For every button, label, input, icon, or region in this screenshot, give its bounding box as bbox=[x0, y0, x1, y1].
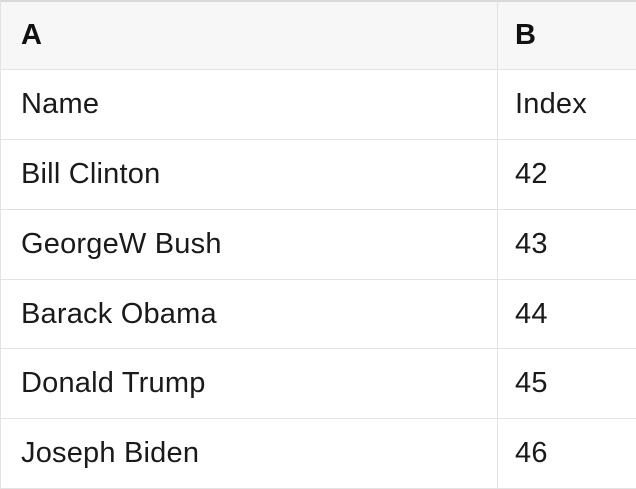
cell-name-georgew-bush[interactable]: GeorgeW Bush bbox=[1, 209, 498, 279]
table-row: Donald Trump 45 bbox=[1, 349, 636, 420]
table-row: Name Index bbox=[1, 69, 636, 140]
column-header-a[interactable]: A bbox=[1, 2, 498, 69]
cell-index-44[interactable]: 44 bbox=[515, 297, 548, 330]
table-row: GeorgeW Bush 43 bbox=[1, 209, 636, 280]
table-row: Joseph Biden 46 bbox=[1, 419, 636, 489]
cell-name-barack-obama[interactable]: Barack Obama bbox=[1, 279, 498, 349]
cell-index-45[interactable]: 45 bbox=[515, 367, 548, 400]
column-header-b[interactable]: B bbox=[515, 18, 537, 51]
cell-index-43[interactable]: 43 bbox=[515, 227, 548, 260]
table-row: Bill Clinton 42 bbox=[1, 139, 636, 210]
cell-name-header[interactable]: Name bbox=[1, 69, 498, 139]
cell-name-donald-trump[interactable]: Donald Trump bbox=[1, 349, 498, 419]
table-row: Barack Obama 44 bbox=[1, 279, 636, 350]
column-header-row: A B bbox=[1, 2, 636, 70]
cell-index-42[interactable]: 42 bbox=[515, 157, 548, 190]
cell-name-joseph-biden[interactable]: Joseph Biden bbox=[1, 419, 498, 489]
cell-index-46[interactable]: 46 bbox=[515, 437, 548, 470]
cell-name-bill-clinton[interactable]: Bill Clinton bbox=[1, 139, 498, 209]
cell-index-header[interactable]: Index bbox=[515, 87, 587, 120]
